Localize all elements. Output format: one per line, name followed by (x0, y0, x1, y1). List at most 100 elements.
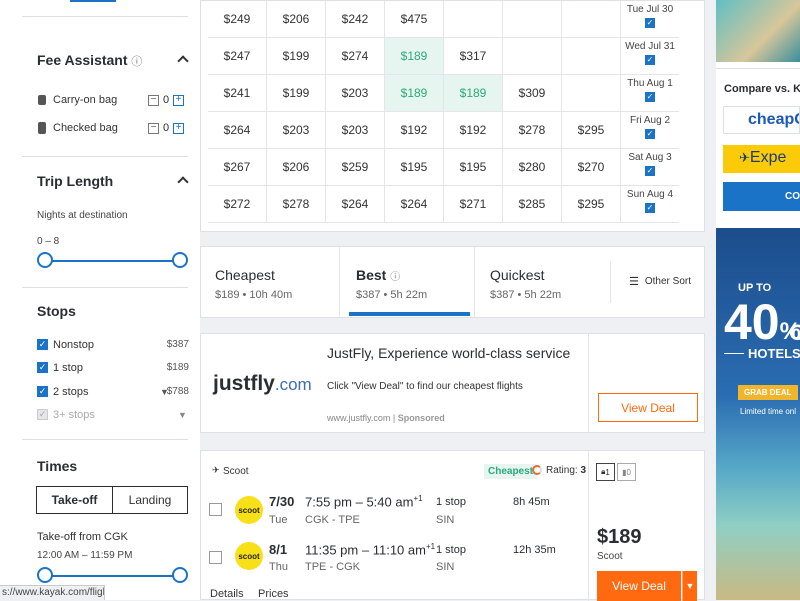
date-checkbox[interactable]: ✓ (645, 203, 655, 213)
return-date-cell[interactable]: Fri Aug 2 ✓ (621, 112, 679, 149)
minus-button[interactable]: − (148, 122, 159, 134)
return-date-cell[interactable]: Wed Jul 31 ✓ (621, 38, 679, 75)
price-cell[interactable]: $272 (208, 186, 267, 223)
slider-max-handle[interactable] (172, 567, 188, 583)
tab-landing[interactable]: Landing (113, 487, 187, 513)
tab-quickest[interactable]: Quickest $387 • 5h 22m (490, 267, 562, 301)
view-deal-button[interactable]: View Deal (598, 393, 698, 422)
plus-button[interactable]: + (173, 94, 184, 106)
date-checkbox[interactable]: ✓ (645, 92, 655, 102)
takeoff-range: 12:00 AM – 11:59 PM (37, 550, 133, 561)
minus-button[interactable]: − (148, 94, 159, 106)
price-cell[interactable]: $259 (326, 149, 385, 186)
details-link[interactable]: Details (210, 588, 244, 600)
stop-label[interactable]: 1 stop (53, 362, 83, 374)
tab-cheapest[interactable]: Cheapest $189 • 10h 40m (215, 267, 293, 301)
stop-label[interactable]: Nonstop (53, 339, 94, 351)
leg-day: Tue (269, 514, 288, 526)
discount-suffix: O (789, 320, 800, 345)
price-cell[interactable]: $267 (208, 149, 267, 186)
carry-on-count-badge: 🔒︎ 1 (596, 463, 615, 481)
price-cell[interactable]: $295 (562, 186, 621, 223)
price-cell[interactable]: $270 (562, 149, 621, 186)
fee-assistant-title[interactable]: Fee Assistant ⓘ (37, 52, 143, 68)
flight-result-card[interactable]: ✈ Scoot Cheapest Rating: 3 scoot 7/30 Tu… (200, 450, 705, 601)
date-checkbox[interactable]: ✓ (645, 55, 655, 65)
leg-date: 7/30 (269, 494, 295, 509)
other-sort-button[interactable]: ☰ Other Sort (629, 276, 692, 288)
stop-label[interactable]: 3+ stops (53, 409, 95, 421)
leg-select-checkbox[interactable] (209, 551, 222, 564)
ad-headline[interactable]: JustFly, Experience world-class service (327, 345, 571, 361)
price-cell[interactable]: $309 (503, 75, 562, 112)
date-checkbox[interactable]: ✓ (645, 129, 655, 139)
chevron-down-icon[interactable]: ▼ (682, 571, 697, 601)
takeoff-slider-track[interactable] (45, 575, 180, 577)
plus-button[interactable]: + (173, 122, 184, 134)
price-cell[interactable]: $203 (326, 112, 385, 149)
price-cell[interactable]: $278 (267, 186, 326, 223)
three-plus-stops-checkbox[interactable]: ✓ (37, 409, 48, 420)
price-cell[interactable]: $206 (267, 1, 326, 38)
price-cell[interactable]: $249 (208, 1, 267, 38)
chevron-up-icon[interactable] (177, 176, 189, 188)
price-cell[interactable]: $475 (385, 1, 444, 38)
date-checkbox[interactable]: ✓ (645, 18, 655, 28)
expedia-option[interactable]: ✈Expe (723, 145, 800, 173)
price-cell[interactable]: $264 (326, 186, 385, 223)
price-cell[interactable]: $317 (444, 38, 503, 75)
price-cell[interactable]: $192 (385, 112, 444, 149)
stop-price: $387 (166, 339, 189, 350)
one-stop-checkbox[interactable]: ✓ (37, 362, 48, 373)
two-stops-checkbox[interactable]: ✓ (37, 386, 48, 397)
chevron-up-icon[interactable] (177, 55, 189, 67)
stop-label[interactable]: 2 stops (53, 386, 89, 398)
return-date-cell[interactable]: Tue Jul 30 ✓ (621, 1, 679, 38)
price-cell[interactable]: $189 (444, 75, 503, 112)
tab-take-off[interactable]: Take-off (37, 487, 113, 513)
price-cell[interactable]: $241 (208, 75, 267, 112)
cheapoair-option[interactable]: cheapOa (723, 106, 800, 134)
price-cell[interactable]: $271 (444, 186, 503, 223)
price-cell[interactable]: $274 (326, 38, 385, 75)
price-cell[interactable]: $295 (562, 112, 621, 149)
date-checkbox[interactable]: ✓ (645, 166, 655, 176)
compare-button[interactable]: CO (723, 182, 800, 211)
price-cell[interactable]: $285 (503, 186, 562, 223)
price-cell[interactable]: $195 (385, 149, 444, 186)
price-cell[interactable]: $280 (503, 149, 562, 186)
checked-bag-stepper[interactable]: − 0 + (148, 122, 184, 134)
grab-deal-button[interactable]: GRAB DEAL (738, 385, 798, 400)
price-cell[interactable]: $199 (267, 75, 326, 112)
price-cell[interactable]: $278 (503, 112, 562, 149)
return-date-cell[interactable]: Thu Aug 1 ✓ (621, 75, 679, 112)
price-cell[interactable]: $192 (444, 112, 503, 149)
carry-on-stepper[interactable]: − 0 + (148, 94, 184, 106)
tab-best[interactable]: Best ⓘ $387 • 5h 22m (356, 267, 428, 301)
info-icon[interactable]: ⓘ (131, 56, 143, 68)
return-date-cell[interactable]: Sun Aug 4 ✓ (621, 186, 679, 223)
slider-max-handle[interactable] (172, 252, 188, 268)
price-cell[interactable]: $264 (208, 112, 267, 149)
price-cell[interactable]: $203 (326, 75, 385, 112)
slider-min-handle[interactable] (37, 567, 53, 583)
view-deal-button[interactable]: View Deal (597, 571, 681, 601)
price-cell[interactable]: $203 (267, 112, 326, 149)
price-cell[interactable]: $264 (385, 186, 444, 223)
price-cell[interactable]: $242 (326, 1, 385, 38)
hotels-ad[interactable]: UP TO 40% O HOTELS GRAB DEAL Limited tim… (716, 228, 800, 600)
nonstop-checkbox[interactable]: ✓ (37, 339, 48, 350)
leg-select-checkbox[interactable] (209, 503, 222, 516)
return-date-cell[interactable]: Sat Aug 3 ✓ (621, 149, 679, 186)
nights-slider-track[interactable] (45, 260, 180, 262)
prices-link[interactable]: Prices (258, 588, 289, 600)
price-cell[interactable]: $189 (385, 75, 444, 112)
price-cell[interactable]: $199 (267, 38, 326, 75)
sponsored-ad[interactable]: justfly.com JustFly, Experience world-cl… (200, 333, 705, 433)
slider-min-handle[interactable] (37, 252, 53, 268)
trip-length-title[interactable]: Trip Length (37, 173, 114, 189)
price-cell[interactable]: $195 (444, 149, 503, 186)
price-cell[interactable]: $206 (267, 149, 326, 186)
price-cell[interactable]: $247 (208, 38, 267, 75)
price-cell[interactable]: $189 (385, 38, 444, 75)
